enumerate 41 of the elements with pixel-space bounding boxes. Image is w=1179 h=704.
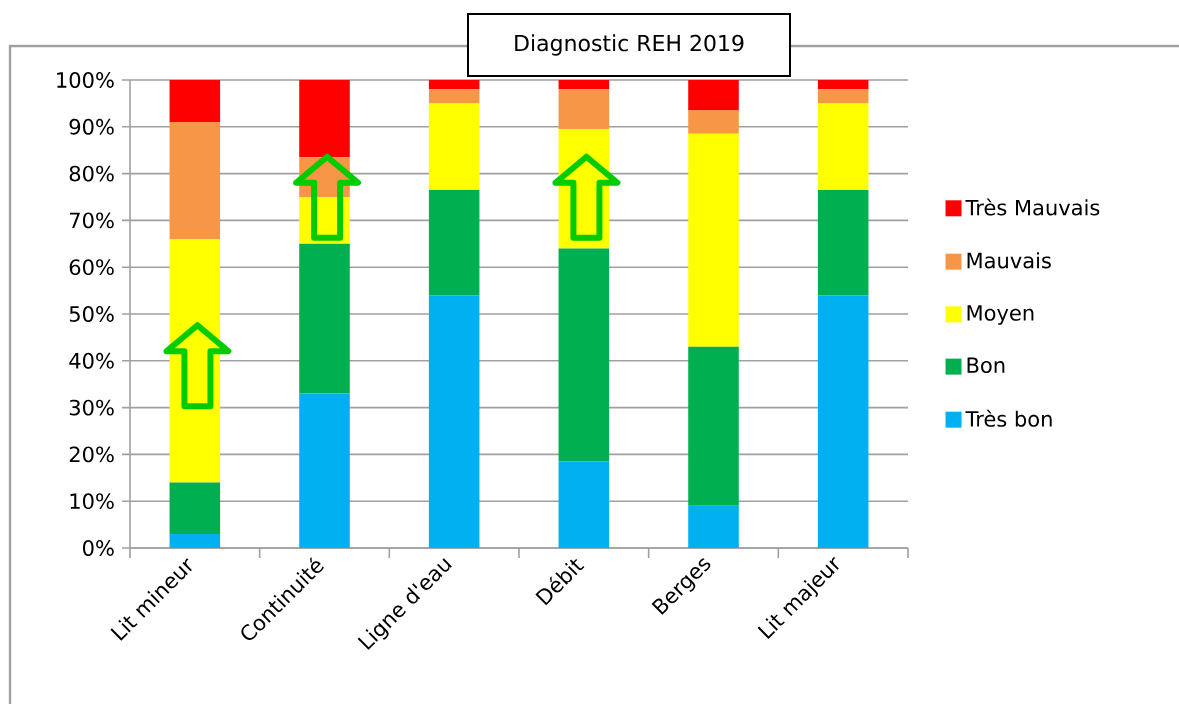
legend-label: Très Mauvais — [965, 198, 1100, 216]
bar — [169, 533, 221, 548]
bar — [558, 461, 610, 548]
y-tick-label: 50% — [69, 306, 114, 322]
bar — [558, 79, 610, 90]
y-tick-label: 60% — [69, 259, 114, 276]
y-tick-label: 100% — [57, 72, 114, 88]
bar — [428, 295, 480, 548]
bar — [817, 79, 869, 90]
bar — [688, 346, 739, 506]
y-tick-label: 10% — [70, 493, 114, 510]
y-tick-label: 90% — [69, 118, 114, 135]
y-tick-label: 0% — [83, 540, 114, 556]
bar — [558, 89, 610, 130]
bar — [428, 103, 480, 190]
bar — [817, 89, 869, 104]
bar — [817, 103, 869, 190]
bar — [817, 189, 869, 296]
y-tick-label: 80% — [69, 165, 114, 182]
bar — [299, 393, 350, 548]
bar — [688, 505, 739, 548]
bar — [428, 189, 480, 296]
bar — [817, 295, 869, 548]
bar — [558, 248, 610, 462]
y-tick-label: 40% — [69, 352, 114, 369]
legend-label: Mauvais — [967, 252, 1051, 269]
legend-label: Moyen — [967, 305, 1034, 325]
y-tick-label: 20% — [69, 446, 114, 463]
bar — [169, 79, 221, 123]
bar — [688, 133, 739, 347]
bar — [428, 79, 480, 90]
legend-label: Bon — [967, 357, 1005, 374]
chart-title: Diagnostic REH 2019 — [515, 34, 744, 56]
bar — [688, 79, 739, 111]
y-tick-label: 30% — [69, 399, 114, 416]
y-tick-label: 70% — [69, 212, 114, 229]
bar — [169, 482, 221, 534]
bar — [169, 122, 221, 240]
bar — [428, 89, 480, 104]
legend-label: Très bon — [965, 409, 1052, 427]
bar — [688, 110, 739, 134]
